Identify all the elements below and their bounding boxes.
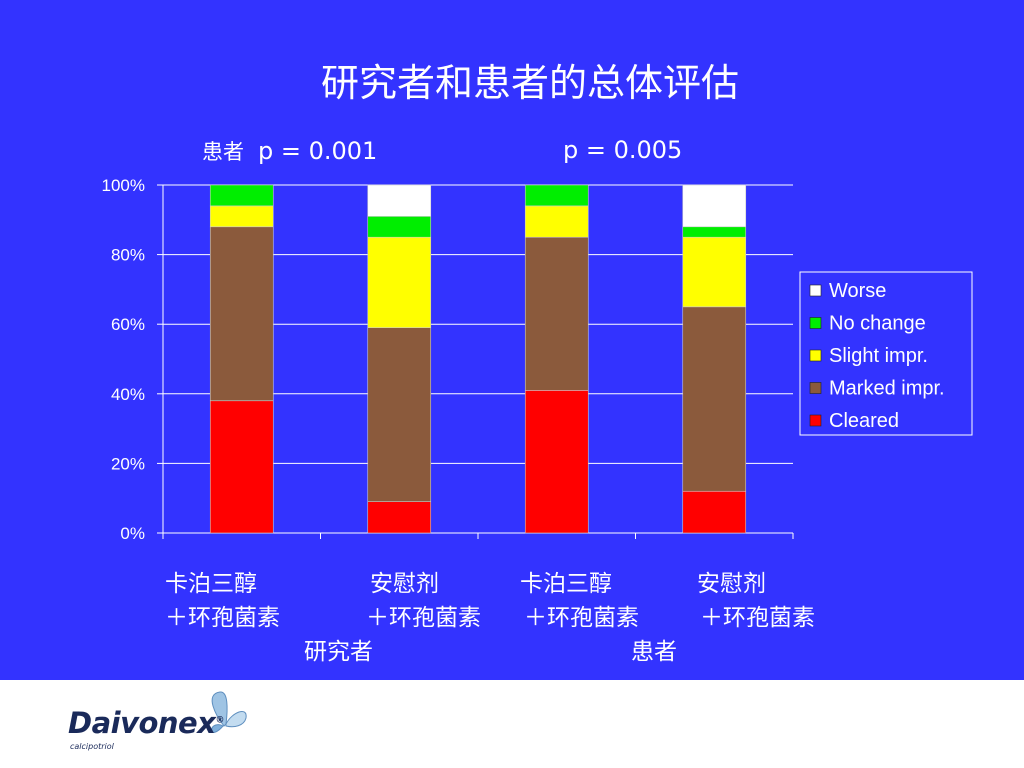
bar-segment-no-change	[367, 216, 432, 238]
y-tick-label: 20%	[111, 454, 145, 473]
legend-swatch	[809, 317, 822, 329]
bar-segment-worse	[682, 184, 747, 228]
bar-segment-no-change	[682, 226, 747, 238]
butterfly-logo-icon	[211, 691, 247, 733]
legend-swatch	[809, 284, 822, 297]
y-tick-label: 40%	[111, 385, 145, 404]
bar-segment-worse	[367, 184, 432, 217]
category-label-1-line-2: ＋环孢菌素	[165, 605, 280, 631]
bar-segment-slight-impr	[209, 205, 274, 228]
y-tick-label: 0%	[120, 524, 145, 543]
legend-label: Worse	[829, 280, 886, 302]
category-label-1: 卡泊三醇 ＋环孢菌素	[165, 564, 280, 632]
bar-segment-no-change	[524, 184, 589, 207]
footer	[0, 680, 1024, 768]
p-value-2: p = 0.005	[563, 136, 683, 164]
legend	[799, 271, 973, 436]
y-tick-label: 80%	[111, 246, 145, 265]
bar-segment-marked-impr	[367, 327, 432, 502]
y-tick-label: 60%	[111, 315, 145, 334]
group-label-2: 患者	[631, 639, 677, 665]
legend-swatch	[809, 382, 822, 394]
category-label-2-line-2: ＋环孢菌素	[366, 605, 481, 631]
legend-label: Marked impr.	[829, 378, 945, 400]
category-label-4-line-1: 安慰剂	[697, 571, 766, 597]
p-label: 患者	[202, 140, 244, 164]
legend-label: Slight impr.	[829, 345, 928, 367]
bar-segment-slight-impr	[682, 236, 747, 308]
slide-title: 研究者和患者的总体评估	[320, 61, 739, 105]
category-label-3-line-2: ＋环孢菌素	[524, 605, 639, 631]
bar-segment-marked-impr	[524, 236, 589, 391]
p-value-group-1: 患者 p = 0.001	[202, 136, 377, 166]
p-value-1: p = 0.001	[258, 137, 378, 165]
bar-segment-cleared	[367, 501, 432, 534]
bar-segment-marked-impr	[682, 306, 747, 492]
bar-segment-slight-impr	[367, 236, 432, 328]
bar-segment-cleared	[682, 490, 747, 534]
bar-segment-cleared	[524, 390, 589, 534]
group-label-1: 研究者	[304, 639, 373, 665]
bar-segment-cleared	[209, 400, 274, 534]
legend-label: Cleared	[829, 410, 899, 432]
legend-swatch	[809, 414, 822, 427]
category-label-4-line-2: ＋环孢菌素	[700, 605, 815, 631]
y-tick-label: 100%	[102, 176, 145, 195]
brand-subtitle: calcipotriol	[70, 742, 114, 751]
bar-segment-slight-impr	[524, 205, 589, 238]
stacked-bar-chart: 0% 20% 40% 60% 80% 100% Worse No change Slight i…	[102, 176, 973, 543]
brand-logo: Daivonex®	[68, 706, 224, 740]
bar-segment-marked-impr	[209, 226, 274, 402]
category-label-2-line-1: 安慰剂	[370, 571, 439, 597]
category-label-1-line-1: 卡泊三醇	[165, 571, 257, 597]
legend-swatch	[809, 349, 822, 362]
bar-segment-no-change	[209, 184, 274, 207]
category-label-3-line-1: 卡泊三醇	[520, 571, 612, 597]
legend-label: No change	[829, 313, 926, 335]
